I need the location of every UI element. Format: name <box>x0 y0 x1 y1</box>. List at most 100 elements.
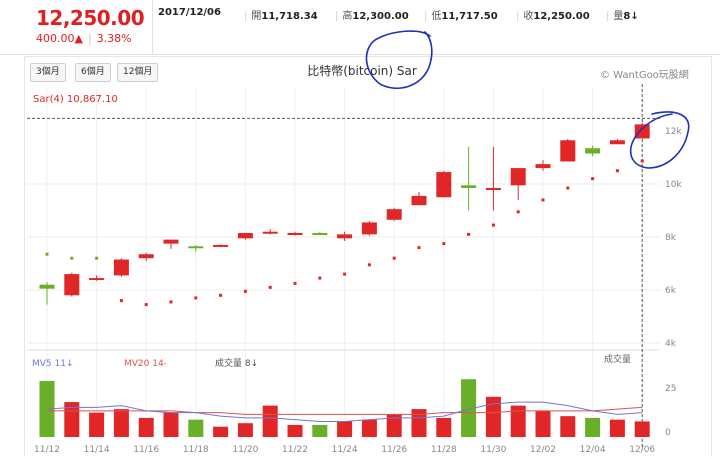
close-value: 12,250.00 <box>533 11 590 22</box>
candle-body <box>237 233 253 239</box>
price-tick-label: 12k <box>665 127 682 137</box>
sar-point <box>591 177 595 181</box>
price-box: 12,250.00 400.00▲ | 3.38% <box>30 0 153 54</box>
sar-point <box>219 293 223 297</box>
volume-bar <box>213 426 229 437</box>
sar-point <box>640 159 644 163</box>
volume-bar <box>337 421 353 437</box>
sar-point <box>119 299 123 303</box>
sar-point <box>45 252 49 256</box>
chart-title: 比特幣(bitcoin) Sar <box>307 64 417 78</box>
candle-body <box>337 234 353 239</box>
open-value: 11,718.34 <box>261 11 318 22</box>
volume-bar <box>411 409 427 437</box>
x-tick-label: 12/02 <box>530 445 556 455</box>
sar-point <box>615 169 619 173</box>
sar-point <box>541 198 545 202</box>
sar-point <box>367 263 371 267</box>
price-tick-label: 6k <box>665 286 677 296</box>
mv20-legend: MV20 14- <box>124 359 167 369</box>
low-value: 11,717.50 <box>441 11 498 22</box>
price-tick-label: 10k <box>665 180 682 190</box>
volume-tick-label: 0 <box>665 428 671 438</box>
low-label: 低 <box>431 11 442 22</box>
quote-low: | 低11,717.50 <box>424 11 498 22</box>
candle-body <box>535 164 551 169</box>
volume-label: 量 <box>613 11 624 22</box>
sar-point <box>268 285 272 289</box>
mv5-line <box>46 401 643 422</box>
volume-bar <box>634 421 650 437</box>
quote-high: | 高12,300.00 <box>335 11 409 22</box>
candle-body <box>436 172 452 198</box>
volume-bar <box>113 409 129 437</box>
sar-point <box>70 256 74 260</box>
high-value: 12,300.00 <box>352 11 409 22</box>
candle-body <box>39 284 55 289</box>
sar-point <box>194 296 198 300</box>
sar-point <box>95 256 99 260</box>
volume-value: 8↓ <box>623 11 639 22</box>
sar-point <box>293 281 297 285</box>
x-tick-label: 11/24 <box>332 445 358 455</box>
sar-legend: Sar(4) 10,867.10 <box>33 94 118 105</box>
x-tick-label: 11/18 <box>183 445 209 455</box>
mv5-legend: MV5 11↓ <box>32 359 74 369</box>
volume-bar <box>461 379 477 437</box>
volume-bar <box>188 419 204 437</box>
hand-drawn-circle-annotation <box>629 111 690 169</box>
range-3m-button[interactable]: 3個月 <box>30 63 66 82</box>
sar-point <box>442 242 446 246</box>
x-tick-label: 11/16 <box>133 445 159 455</box>
sar-point <box>467 232 471 236</box>
candle-body <box>411 195 427 206</box>
volume-bar <box>361 419 377 437</box>
price-tick-label: 8k <box>665 233 677 243</box>
range-12m-button[interactable]: 12個月 <box>117 63 159 82</box>
sar-point <box>566 186 570 190</box>
volume-bar <box>510 405 526 437</box>
candle-body <box>510 168 526 186</box>
sar-point <box>343 272 347 276</box>
close-label: 收 <box>523 11 534 22</box>
candle-body <box>634 124 650 139</box>
x-tick-label: 12/06 <box>629 445 655 455</box>
change-value: 400.00▲ <box>36 32 83 45</box>
candle-body <box>461 185 477 188</box>
volume-axis-label: 成交量 <box>604 353 631 365</box>
candle-body <box>163 239 179 244</box>
x-tick-label: 11/12 <box>34 445 60 455</box>
volume-bar <box>237 423 253 437</box>
candle-body <box>113 259 129 276</box>
sar-point <box>243 289 247 293</box>
quote-close: | 收12,250.00 <box>516 11 590 22</box>
volume-bar <box>262 405 278 437</box>
sar-point <box>144 303 148 307</box>
x-tick-label: 11/28 <box>431 445 457 455</box>
candle-body <box>287 233 303 236</box>
quote-bar: 12,250.00 400.00▲ | 3.38% 2017/12/06 | 開11,… <box>0 0 720 54</box>
candle-body <box>560 140 576 162</box>
x-tick-label: 11/14 <box>84 445 110 455</box>
candle-body <box>312 233 328 236</box>
range-6m-button[interactable]: 6個月 <box>75 63 111 82</box>
candle-body <box>188 246 204 249</box>
x-tick-label: 11/20 <box>232 445 258 455</box>
x-tick-label: 12/04 <box>580 445 606 455</box>
volume-legend: 成交量 8↓ <box>215 357 258 369</box>
sar-point <box>491 223 495 227</box>
candle-body <box>64 274 80 296</box>
date-value: 2017/12/06 <box>158 7 221 18</box>
sar-point <box>417 246 421 250</box>
brand-label: © WantGoo玩股網 <box>600 70 689 81</box>
candle-body <box>262 231 278 234</box>
hand-drawn-circle-annotation <box>365 30 433 89</box>
sar-point <box>516 210 520 214</box>
candle-body <box>485 187 501 190</box>
open-label: 開 <box>251 11 262 22</box>
header-divider <box>0 54 720 55</box>
change-percent: 3.38% <box>96 32 132 45</box>
volume-bar <box>535 410 551 437</box>
chart-panel <box>24 56 712 457</box>
